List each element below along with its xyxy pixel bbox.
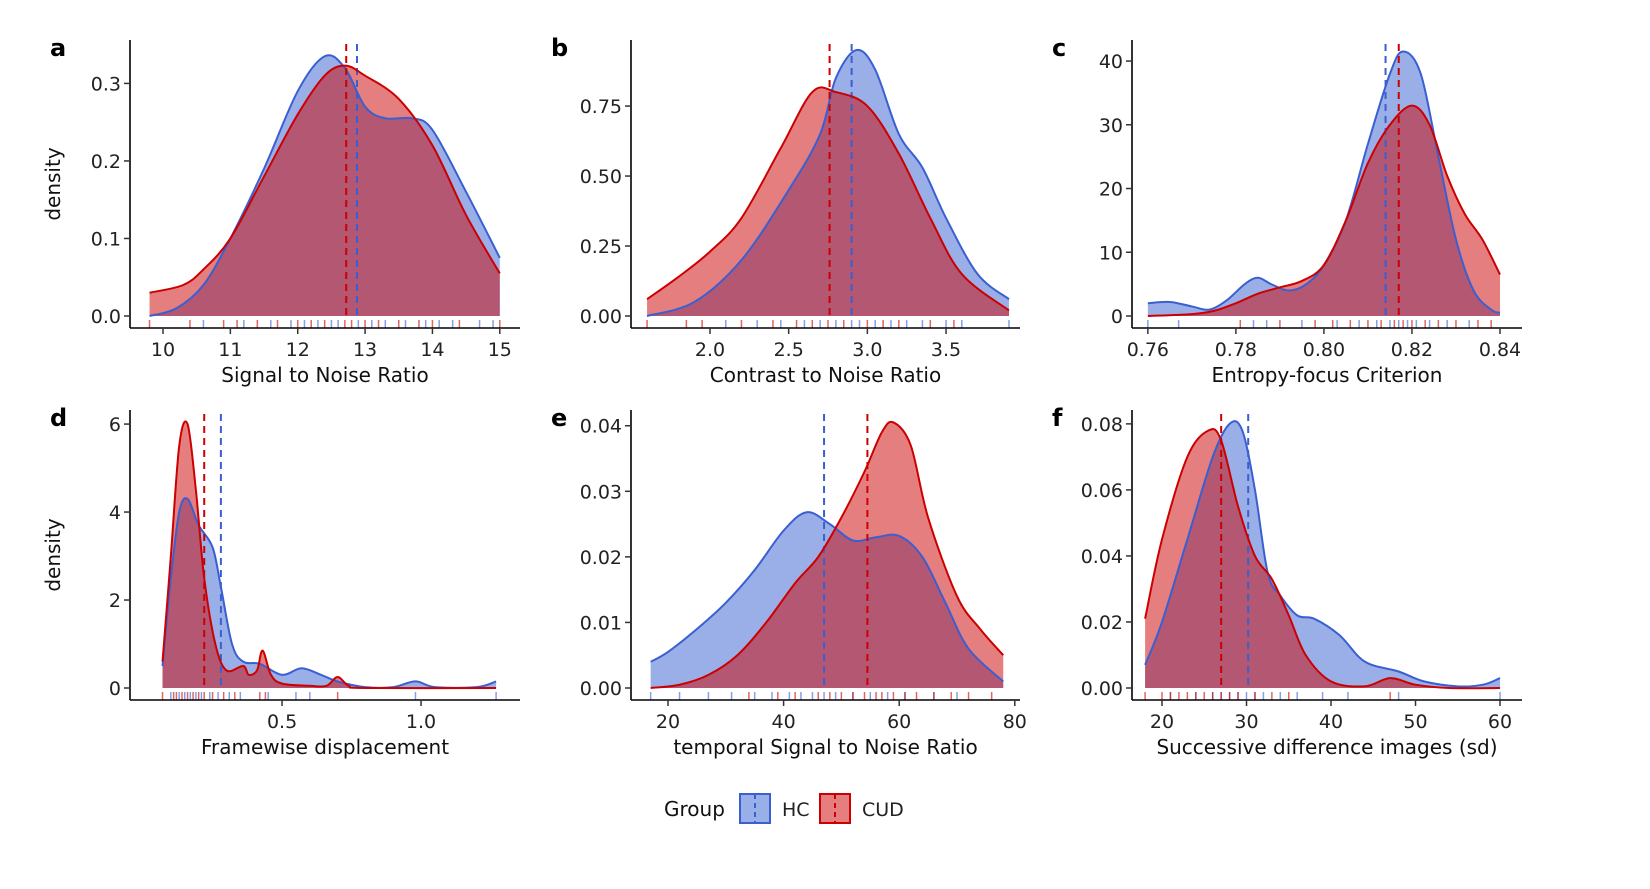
y-tick-label: 0.50 <box>580 166 622 188</box>
panel-b: 2.0 2.5 3.0 3.5 0.00 0.25 0.50 0.75 Contrast to … <box>551 34 1020 387</box>
density-line-cud <box>1147 104 1501 317</box>
x-tick-label: 60 <box>1488 711 1512 733</box>
density-line-hc <box>646 48 1010 317</box>
density-line-cud <box>149 64 501 294</box>
y-tick-label: 6 <box>109 414 121 436</box>
x-tick-label: 1.0 <box>406 711 436 733</box>
legend-title: Group <box>664 797 725 821</box>
x-tick-label: 20 <box>656 711 680 733</box>
x-tick-label: 10 <box>151 339 175 361</box>
y-tick-label: 10 <box>1099 242 1123 264</box>
x-tick-label: 2.5 <box>774 339 804 361</box>
x-tick-label: 15 <box>488 339 512 361</box>
density-fill-cud <box>149 65 500 317</box>
x-tick-label: 0.78 <box>1215 339 1257 361</box>
x-axis-title: temporal Signal to Noise Ratio <box>673 735 977 759</box>
y-tick-label: 0.0 <box>91 306 121 328</box>
panel-label: d <box>50 404 67 432</box>
density-fill-cud <box>1147 105 1500 316</box>
x-tick-label: 14 <box>420 339 444 361</box>
x-tick-label: 2.0 <box>695 339 725 361</box>
y-tick-label: 4 <box>109 502 121 524</box>
y-tick-label: 0.04 <box>580 416 622 438</box>
y-tick-label: 30 <box>1099 115 1123 137</box>
density-fill-cud <box>650 421 1004 688</box>
x-tick-label: 0.5 <box>267 711 297 733</box>
y-tick-label: 0.02 <box>1081 612 1123 634</box>
y-tick-label: 0.75 <box>580 96 622 118</box>
y-tick-label: 0.06 <box>1081 480 1123 502</box>
y-tick-label: 0.03 <box>580 481 622 503</box>
panel-a: 10 11 12 13 14 15 0.0 0.1 0.2 0.3 Signal to Noise … <box>41 34 520 387</box>
y-tick-label: 0.2 <box>91 151 121 173</box>
x-tick-label: 3.5 <box>931 339 961 361</box>
density-line-hc <box>149 54 501 317</box>
x-tick-label: 60 <box>887 711 911 733</box>
x-tick-label: 13 <box>353 339 377 361</box>
density-line-cud <box>650 420 1004 689</box>
x-tick-label: 80 <box>1003 711 1027 733</box>
density-line-hc <box>161 497 497 689</box>
y-tick-label: 0 <box>109 678 121 700</box>
density-fill-cud <box>162 421 497 689</box>
y-tick-label: 0.1 <box>91 228 121 250</box>
panel-c: 0.76 0.78 0.80 0.82 0.84 0 10 20 30 40 Entropy-foc… <box>1052 34 1522 387</box>
panel-label: c <box>1052 34 1066 62</box>
y-axis-title: density <box>41 147 65 220</box>
x-tick-label: 0.76 <box>1127 339 1169 361</box>
y-tick-label: 40 <box>1099 51 1123 73</box>
y-tick-label: 2 <box>109 590 121 612</box>
density-fill-cud <box>647 87 1009 316</box>
y-tick-label: 0.00 <box>580 306 622 328</box>
panel-e: 20 40 60 80 0.00 0.01 0.02 0.03 0.04 temporal Sig… <box>551 404 1027 759</box>
x-tick-label: 0.84 <box>1479 339 1521 361</box>
legend-label-cud: CUD <box>862 799 904 821</box>
x-tick-label: 30 <box>1234 711 1258 733</box>
x-axis-title: Successive difference images (sd) <box>1156 735 1497 759</box>
legend-key-cud <box>819 793 851 824</box>
panel-label: f <box>1052 404 1063 432</box>
panel-label: a <box>50 34 66 62</box>
panel-label: e <box>551 404 567 432</box>
x-axis-title: Entropy-focus Criterion <box>1212 363 1443 387</box>
x-tick-label: 3.0 <box>852 339 882 361</box>
y-tick-label: 0.3 <box>91 73 121 95</box>
x-tick-label: 20 <box>1150 711 1174 733</box>
y-tick-label: 0.01 <box>580 612 622 634</box>
density-line-cud <box>161 420 497 690</box>
y-axis-title: density <box>41 518 65 591</box>
density-line-cud <box>646 86 1010 312</box>
x-tick-label: 11 <box>218 339 242 361</box>
panel-label: b <box>551 34 568 62</box>
x-axis-title: Contrast to Noise Ratio <box>710 363 941 387</box>
x-axis-title: Signal to Noise Ratio <box>221 363 428 387</box>
y-tick-label: 0.25 <box>580 236 622 258</box>
y-tick-label: 0 <box>1111 306 1123 328</box>
legend-key-hc <box>739 793 771 824</box>
x-tick-label: 40 <box>1319 711 1343 733</box>
density-line-hc <box>650 511 1004 683</box>
x-tick-label: 40 <box>772 711 796 733</box>
y-tick-label: 0.00 <box>1081 678 1123 700</box>
y-tick-label: 0.04 <box>1081 546 1123 568</box>
x-axis-title: Framewise displacement <box>201 735 449 759</box>
x-tick-label: 0.80 <box>1303 339 1345 361</box>
x-tick-label: 12 <box>286 339 310 361</box>
panel-f: 20 30 40 50 60 0.00 0.02 0.04 0.06 0.08 Successive… <box>1052 404 1522 759</box>
density-line-cud <box>1144 428 1501 690</box>
legend: Group HC CUD <box>664 793 904 824</box>
y-tick-label: 20 <box>1099 179 1123 201</box>
y-tick-label: 0.08 <box>1081 414 1123 436</box>
legend-label-hc: HC <box>782 799 810 821</box>
x-tick-label: 50 <box>1403 711 1427 733</box>
panel-d: 0.5 1.0 0 2 4 6 Framewise displacement density d <box>41 404 520 759</box>
y-tick-label: 0.00 <box>580 678 622 700</box>
x-tick-label: 0.82 <box>1391 339 1433 361</box>
y-tick-label: 0.02 <box>580 547 622 569</box>
